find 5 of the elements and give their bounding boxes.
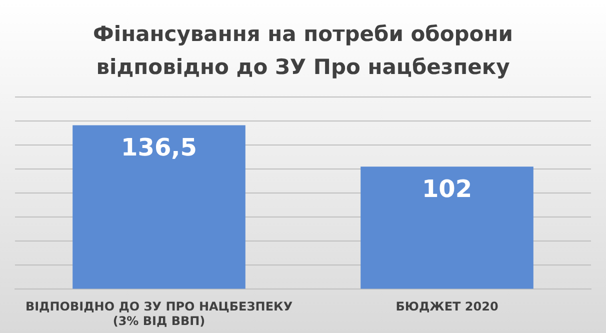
data-label: 136,5 <box>121 133 197 162</box>
data-label: 102 <box>422 174 472 203</box>
x-tick-label: БЮДЖЕТ 2020 <box>396 300 498 314</box>
x-tick-label: ВІДПОВІДНО ДО ЗУ ПРО НАЦБЕЗПЕКУ (3% ВІД ВВП) <box>25 300 293 328</box>
chart-title: Фінансування на потреби оборони відповідно до ЗУ Про нацбезпеку <box>92 21 514 81</box>
